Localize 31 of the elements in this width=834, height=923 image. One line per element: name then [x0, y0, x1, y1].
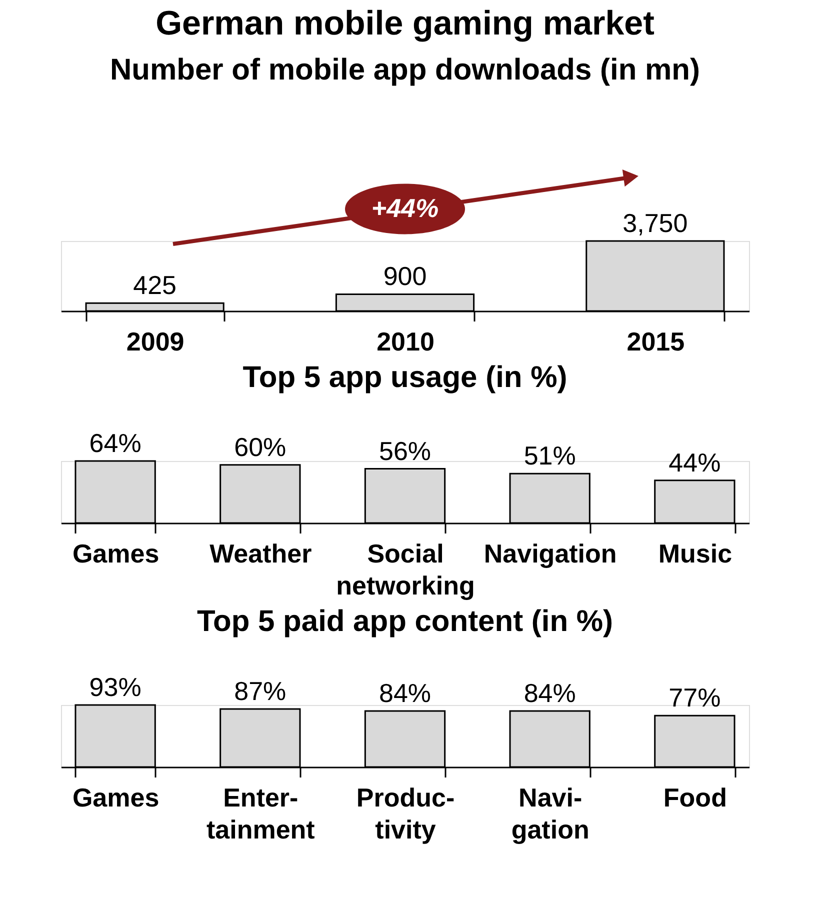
x-tick-label: Weather	[210, 538, 312, 568]
x-tick-label: Produc- tivity	[356, 782, 455, 844]
data-label: 60%	[234, 432, 286, 462]
x-tick-label: 2015	[626, 326, 685, 356]
chart-subtitle: Number of mobile app downloads (in mn)	[110, 53, 700, 86]
x-tick-label: Navi- gation	[511, 782, 590, 844]
x-tick-label: Navigation	[484, 538, 617, 568]
chart-title: Top 5 app usage (in %)	[242, 361, 568, 394]
data-label: 900	[383, 261, 427, 292]
x-tick-label: Music	[658, 538, 732, 568]
data-label: 84%	[524, 678, 576, 708]
x-tick-label: Social networking	[336, 538, 475, 600]
data-label: 84%	[378, 678, 432, 708]
data-label: 64%	[89, 428, 142, 458]
text: +44%	[371, 193, 439, 223]
data-label: 93%	[89, 672, 142, 702]
x-tick-label: Food	[663, 782, 727, 812]
x-tick-label: Games	[72, 782, 160, 812]
chart-title: Top 5 paid app content (in %)	[196, 605, 614, 638]
data-label: 425	[133, 270, 177, 300]
chart-title: German mobile gaming market	[156, 4, 654, 42]
x-tick-label: Enter- tainment	[206, 782, 316, 844]
data-label: 3,750	[622, 208, 688, 238]
data-label: 87%	[234, 676, 286, 706]
x-tick-label: 2010	[376, 326, 434, 356]
data-label: 51%	[524, 440, 576, 471]
x-tick-label: 2009	[126, 326, 184, 356]
x-tick-label: Games	[72, 538, 160, 568]
data-label: 56%	[378, 436, 432, 466]
data-label: 77%	[668, 682, 721, 713]
data-label: 44%	[668, 447, 721, 478]
